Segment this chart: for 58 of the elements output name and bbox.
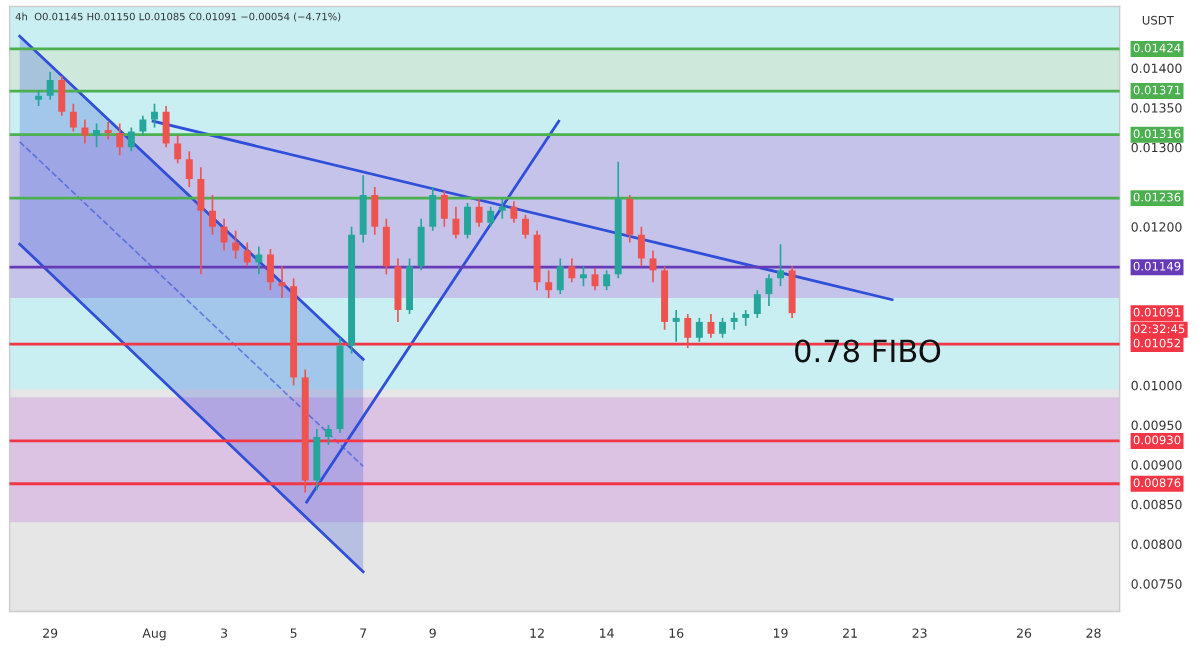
candlestick xyxy=(742,309,750,327)
candlestick xyxy=(174,134,182,165)
candlestick xyxy=(394,257,402,323)
candlestick xyxy=(58,75,66,117)
candlestick xyxy=(753,289,761,319)
candlestick xyxy=(475,198,483,228)
candlestick xyxy=(371,186,379,236)
candlestick xyxy=(382,217,390,276)
candlestick xyxy=(684,313,692,349)
candlestick xyxy=(243,241,251,268)
candlestick xyxy=(127,126,135,153)
candlestick xyxy=(510,200,518,224)
candlestick xyxy=(255,245,263,276)
candlestick xyxy=(93,122,101,149)
candlestick xyxy=(788,265,796,319)
candlestick xyxy=(69,102,77,133)
candlestick xyxy=(556,257,564,295)
candlestick xyxy=(498,198,506,220)
candlestick xyxy=(313,428,321,491)
candlestick xyxy=(568,257,576,284)
candlestick xyxy=(104,121,112,141)
candlestick xyxy=(208,194,216,236)
candlestick xyxy=(278,265,286,299)
candlestick xyxy=(197,166,205,276)
candlestick xyxy=(533,229,541,292)
candlestick xyxy=(464,202,471,240)
candlestick xyxy=(730,311,738,331)
candlestick xyxy=(637,225,645,268)
candlestick xyxy=(266,248,274,292)
candlestick xyxy=(579,265,587,288)
candlestick xyxy=(672,309,680,343)
candlestick xyxy=(522,213,529,240)
candlestick xyxy=(139,114,147,137)
candlestick xyxy=(719,317,727,339)
candlestick xyxy=(46,71,54,101)
candlestick xyxy=(185,150,193,188)
candlestick xyxy=(707,313,715,339)
candlestick xyxy=(626,194,634,244)
candlestick xyxy=(603,269,611,292)
candlestick xyxy=(232,229,240,260)
annotation: 0.78 FIBO xyxy=(795,339,941,363)
candlestick xyxy=(695,317,703,343)
candlestick xyxy=(324,424,332,446)
candlestick xyxy=(116,122,124,157)
candlestick xyxy=(545,269,553,299)
candlestick xyxy=(440,190,448,228)
candlestick xyxy=(591,267,599,292)
candlestick xyxy=(429,186,437,232)
candlestick xyxy=(151,102,158,129)
candlestick xyxy=(220,217,228,252)
candlestick xyxy=(487,206,495,228)
candlestick xyxy=(359,174,367,244)
candlestick xyxy=(417,217,425,272)
candlestick xyxy=(162,105,170,149)
candlestick xyxy=(452,206,460,240)
candlestick xyxy=(777,243,784,288)
candlestick xyxy=(765,273,773,307)
candlestick xyxy=(406,257,414,315)
